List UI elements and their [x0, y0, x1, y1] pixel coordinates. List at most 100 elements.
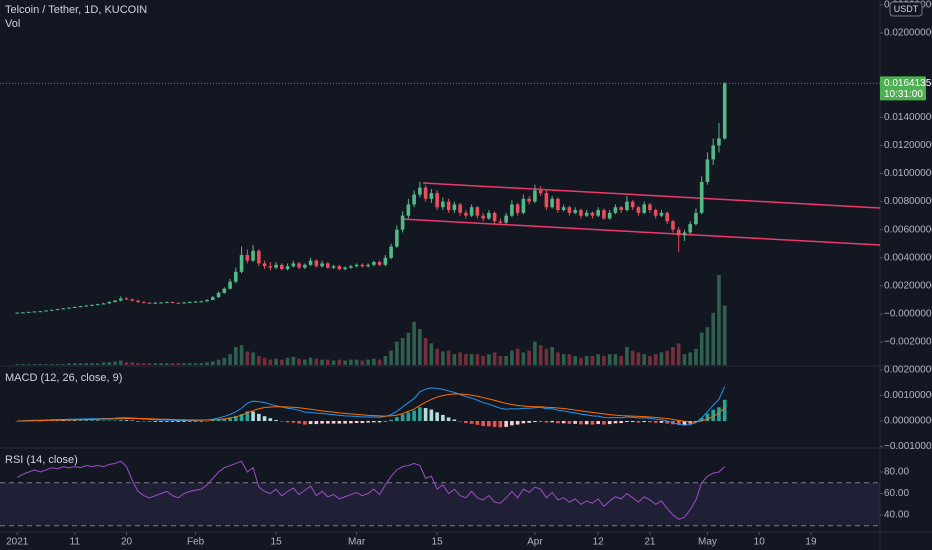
y-tick-label: 0.00600000 [884, 224, 932, 235]
volume-bar [136, 363, 140, 365]
candle-body [326, 263, 330, 268]
series-layer [15, 275, 727, 365]
volume-bar [124, 362, 129, 365]
macd-histogram-bar [561, 421, 566, 424]
macd-histogram-bar [153, 421, 158, 422]
volume-bar [44, 364, 48, 365]
volume-bar [320, 359, 324, 365]
volume-bar [446, 350, 451, 365]
y-tick-label: 0.00400000 [884, 252, 932, 263]
candle-body [280, 264, 284, 270]
candle-body [676, 229, 681, 236]
candle-body [521, 198, 526, 213]
macd-histogram-bar [366, 421, 370, 423]
volume-bar [452, 354, 457, 365]
volume-bar [216, 359, 221, 365]
macd-histogram-bar [659, 421, 664, 423]
candle-body [579, 210, 583, 216]
macd-histogram-bar [257, 413, 261, 422]
macd-histogram-bar [251, 411, 255, 422]
candle-body [544, 193, 549, 208]
candle-body [446, 201, 451, 211]
candle-body [147, 302, 152, 304]
candle-body [665, 212, 669, 222]
volume-bar [26, 364, 31, 365]
candle-body [164, 302, 169, 304]
candle-body [711, 145, 716, 160]
macd-histogram-bar [159, 421, 163, 422]
macd-histogram-bar [699, 417, 704, 422]
volume-bar [32, 364, 37, 365]
macd-histogram-bar [527, 421, 531, 423]
candle-body [15, 312, 20, 314]
candle-body [383, 257, 388, 265]
macd-histogram-bar [619, 421, 623, 424]
macd-histogram-bar [90, 420, 94, 422]
candle-body [331, 266, 336, 268]
volume-bar [343, 360, 347, 365]
candle-body [389, 246, 393, 258]
currency-badge [889, 1, 923, 17]
candle-body [251, 250, 255, 261]
candle-body [343, 267, 347, 270]
y-tick-label: 60.00 [884, 488, 909, 499]
volume-bar [538, 345, 543, 365]
macd-histogram-bar [95, 420, 100, 422]
macd-histogram-bar [280, 421, 284, 422]
volume-bar [550, 347, 554, 365]
candle-body [533, 190, 537, 202]
volume-bar [314, 358, 319, 365]
volume-bar [590, 356, 595, 365]
rsi-band [0, 482, 880, 526]
macd-histogram-bar [372, 421, 376, 423]
candle-body [159, 302, 163, 304]
macd-histogram-bar [625, 421, 629, 423]
macd-histogram-bar [613, 421, 618, 424]
candle-body [268, 266, 273, 268]
macd-histogram-bar [475, 421, 480, 425]
candle-body [67, 307, 71, 309]
candle-body [492, 212, 497, 222]
volume-bar [567, 354, 572, 365]
candle-body [130, 299, 135, 301]
candle-body [320, 263, 324, 267]
macd-histogram-bar [297, 421, 301, 424]
candle-body [458, 204, 462, 213]
x-tick-label: 21 [644, 537, 656, 548]
macd-histogram-bar [268, 418, 273, 422]
x-tick-label: 11 [70, 537, 81, 548]
volume-bar [400, 338, 405, 365]
volume-bar [469, 354, 474, 365]
channel-upper [422, 182, 881, 209]
candle-body [245, 254, 250, 261]
macd-histogram-bar [395, 417, 399, 422]
candle-body [671, 221, 675, 230]
macd-histogram-bar [67, 420, 71, 422]
volume-bar [596, 354, 600, 365]
macd-histogram-bar [274, 419, 278, 422]
volume-bar [101, 362, 106, 365]
volume-bar [602, 356, 606, 365]
countdown-label: 10:31:00 [884, 89, 923, 100]
macd-histogram-bar [533, 421, 537, 423]
candle-body [550, 198, 554, 208]
volume-bar [78, 363, 83, 365]
volume-bar [648, 356, 652, 365]
y-tick-label: 0.00000000 [884, 416, 932, 427]
macd-histogram-bar [636, 421, 641, 423]
candle-body [222, 288, 227, 293]
y-tick-label: −0.00200000 [884, 337, 932, 348]
y-tick-label: 0.00200000 [884, 281, 932, 292]
macd-histogram-bar [193, 421, 198, 422]
macd-histogram-bar [199, 421, 204, 422]
candle-body [124, 298, 129, 300]
macd-histogram-bar [136, 421, 140, 422]
volume-bar [38, 364, 43, 365]
y-tick-label: 0.01200000 [884, 140, 932, 151]
macd-histogram-bar [515, 421, 520, 425]
candle-body [602, 210, 606, 219]
candle-body [406, 204, 411, 216]
x-tick-label: 2021 [6, 537, 29, 548]
macd-histogram-bar [147, 421, 152, 422]
